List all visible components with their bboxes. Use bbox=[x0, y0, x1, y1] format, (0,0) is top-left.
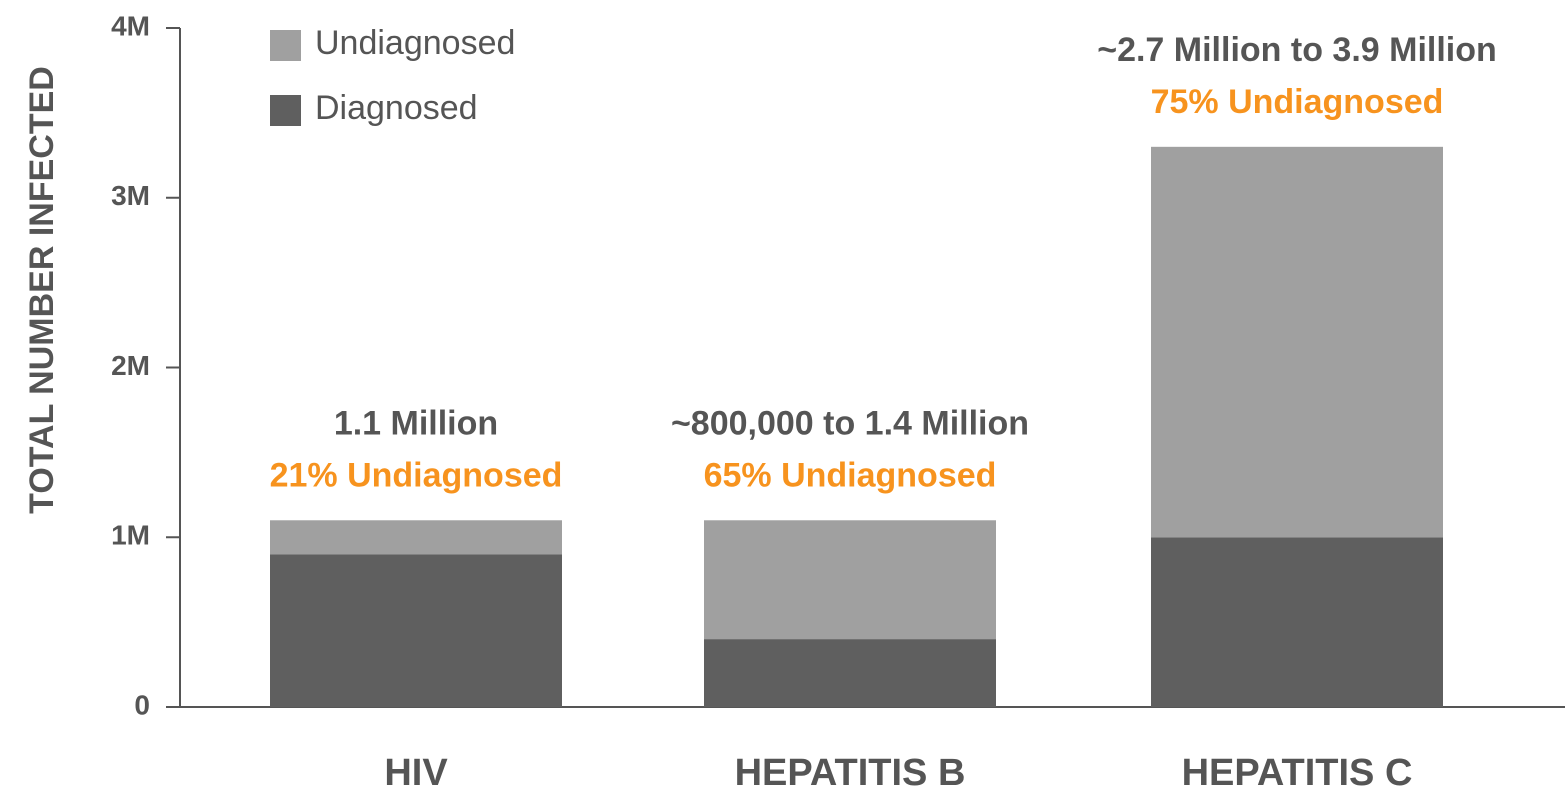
bar-segment bbox=[270, 520, 562, 555]
bar-segment bbox=[704, 639, 996, 707]
annotation-undiagnosed: 21% Undiagnosed bbox=[270, 456, 563, 494]
annotation-undiagnosed: 75% Undiagnosed bbox=[1151, 83, 1444, 121]
y-tick-label: 2M bbox=[111, 350, 150, 381]
legend-label: Diagnosed bbox=[315, 89, 478, 127]
bar-segment bbox=[1151, 146, 1443, 538]
bar-segment bbox=[1151, 537, 1443, 707]
annotation-total: 1.1 Million bbox=[334, 404, 498, 442]
x-tick-label: HEPATITIS B bbox=[735, 752, 966, 794]
bar-segment bbox=[704, 520, 996, 640]
y-axis-label: TOTAL NUMBER INFECTED bbox=[23, 66, 61, 514]
legend-label: Undiagnosed bbox=[315, 24, 515, 62]
y-tick-label: 0 bbox=[134, 689, 150, 720]
annotation-undiagnosed: 65% Undiagnosed bbox=[704, 456, 997, 494]
legend-swatch bbox=[270, 95, 301, 126]
x-tick-label: HEPATITIS C bbox=[1182, 752, 1413, 794]
y-tick-label: 1M bbox=[111, 520, 150, 551]
annotation-total: ~2.7 Million to 3.9 Million bbox=[1097, 31, 1497, 69]
y-tick-label: 3M bbox=[111, 180, 150, 211]
annotation-total: ~800,000 to 1.4 Million bbox=[671, 404, 1029, 442]
bar-segment bbox=[270, 554, 562, 707]
x-tick-label: HIV bbox=[384, 752, 448, 794]
legend-swatch bbox=[270, 30, 301, 61]
y-tick-label: 4M bbox=[111, 10, 150, 41]
